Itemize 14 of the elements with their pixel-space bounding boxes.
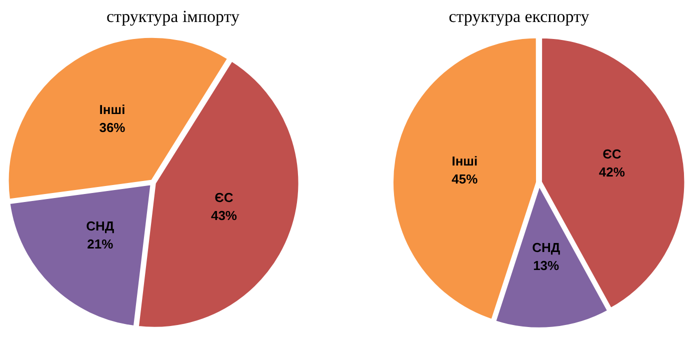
data-label: 42%: [598, 164, 626, 180]
slice-label: ЄС: [214, 190, 234, 206]
data-label: 45%: [452, 171, 478, 186]
data-label: 43%: [210, 208, 238, 224]
chart-title: структура імпорту: [105, 6, 241, 28]
slice-label: СНД: [532, 240, 561, 255]
data-label: 13%: [533, 258, 560, 273]
slice-label: Інші: [452, 153, 478, 168]
slice-label: СНД: [86, 218, 115, 234]
data-label: 21%: [87, 236, 114, 252]
slice-label: ЄС: [602, 146, 622, 162]
data-label: 36%: [99, 120, 126, 135]
chart-title: структура експорту: [448, 6, 590, 28]
slice-label: Інші: [99, 102, 126, 117]
